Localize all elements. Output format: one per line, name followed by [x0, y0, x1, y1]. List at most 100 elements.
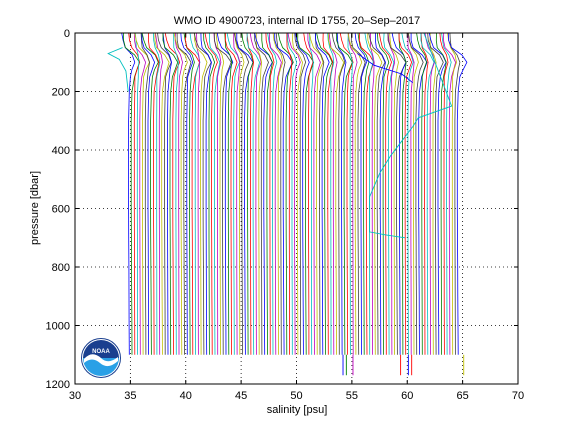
- profile-line: [377, 32, 390, 355]
- y-tick-label: 1000: [46, 321, 70, 333]
- profile-line: [164, 32, 181, 355]
- profile-line: [387, 32, 396, 355]
- x-tick-label: 55: [346, 390, 358, 402]
- profile-line: [213, 32, 222, 355]
- profile-line: [277, 32, 294, 355]
- profile-line: [429, 32, 437, 355]
- profile-line: [224, 32, 238, 355]
- y-tick-labels: 0 200 400 600 800 1000 1200: [46, 28, 70, 391]
- profile-line: [315, 32, 325, 355]
- profile-line: [184, 32, 200, 355]
- profile-line: [203, 32, 216, 355]
- y-tick-label: 0: [64, 28, 70, 40]
- x-tick-labels: 30 35 40 45 50 55 60 65 70: [69, 390, 524, 402]
- profile-line: [420, 33, 435, 355]
- profile-line: [286, 33, 293, 355]
- outlier-profile-line: [357, 53, 414, 84]
- profiles: [107, 32, 468, 376]
- profile-line: [328, 32, 345, 355]
- profile-line: [398, 32, 413, 355]
- profile-line: [134, 32, 147, 355]
- profile-line: [387, 32, 407, 355]
- profile-line: [208, 32, 221, 355]
- grid: [75, 33, 518, 384]
- profile-line: [327, 32, 335, 355]
- profile-line: [134, 32, 140, 355]
- profile-line: [128, 32, 141, 355]
- profile-line: [449, 32, 461, 355]
- profile-line: [233, 32, 241, 355]
- profile-line: [447, 32, 468, 355]
- profile-line: [141, 32, 159, 355]
- profile-line: [134, 32, 150, 355]
- profile-line: [153, 32, 161, 355]
- profile-line: [439, 32, 449, 355]
- profile-line: [246, 32, 255, 355]
- y-tick-label: 200: [52, 87, 70, 99]
- outlier-profile-line: [107, 47, 129, 92]
- profile-line: [294, 32, 307, 355]
- profile-line: [261, 33, 273, 355]
- profile-line: [309, 32, 314, 355]
- profile-line: [180, 32, 194, 355]
- profile-line: [427, 32, 444, 355]
- profile-line: [287, 33, 298, 355]
- profile-line: [254, 32, 269, 355]
- profile-line: [241, 32, 254, 355]
- profile-line: [307, 33, 321, 355]
- noaa-logo: NOAA: [80, 337, 122, 379]
- profile-line: [443, 32, 457, 355]
- profile-line: [316, 32, 333, 355]
- profile-line: [236, 33, 254, 355]
- x-tick-label: 30: [69, 390, 81, 402]
- profile-line: [309, 32, 324, 355]
- profile-line: [354, 32, 367, 355]
- profile-line: [140, 32, 151, 355]
- profile-line: [347, 32, 353, 355]
- logo-sky: [83, 340, 119, 358]
- outlier-profile-line: [369, 32, 453, 239]
- profile-line: [274, 32, 293, 355]
- x-tick-label: 45: [235, 390, 247, 402]
- profile-line: [194, 32, 208, 355]
- profile-line: [378, 32, 392, 355]
- ticks: [74, 32, 519, 385]
- profile-line: [173, 32, 188, 355]
- profile-line: [336, 32, 353, 355]
- profile-line: [347, 32, 363, 355]
- y-tick-label: 600: [52, 204, 70, 216]
- profile-line: [314, 32, 330, 355]
- profile-line: [272, 32, 284, 355]
- profile-line: [441, 32, 452, 355]
- profile-line: [370, 33, 375, 355]
- profile-line: [275, 32, 286, 355]
- profile-line: [255, 32, 263, 355]
- profile-line: [196, 32, 201, 355]
- profile-line: [147, 33, 160, 355]
- profile-line: [287, 32, 301, 355]
- profile-line: [407, 32, 415, 355]
- profile-line: [331, 32, 346, 355]
- profile-line: [410, 33, 428, 355]
- profile-line: [295, 32, 310, 355]
- profile-line: [246, 32, 261, 355]
- profile-line: [224, 32, 233, 355]
- y-tick-label: 800: [52, 262, 70, 274]
- profile-line: [391, 32, 407, 355]
- profile-line: [174, 32, 183, 355]
- profile-line: [254, 32, 273, 355]
- profile-line: [367, 32, 383, 355]
- profile-line: [428, 32, 447, 355]
- profile-line: [389, 32, 399, 355]
- profile-line: [268, 32, 282, 355]
- x-tick-label: 40: [180, 390, 192, 402]
- profile-line: [155, 32, 163, 355]
- profile-line: [416, 32, 427, 355]
- profile-line: [328, 32, 338, 355]
- profile-line: [265, 32, 275, 355]
- profile-line: [121, 32, 136, 355]
- x-tick-label: 70: [512, 390, 524, 402]
- x-tick-label: 65: [457, 390, 469, 402]
- profile-line: [401, 32, 414, 355]
